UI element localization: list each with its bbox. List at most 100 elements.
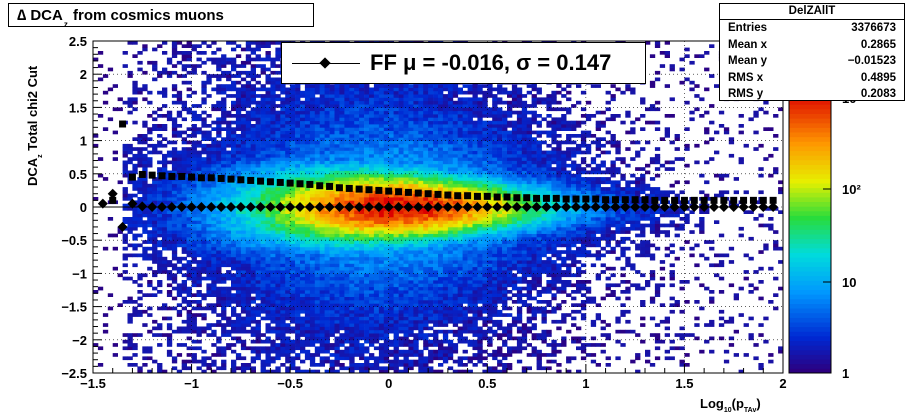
heatmap-cell xyxy=(373,290,380,294)
heatmap-cell xyxy=(191,276,197,281)
heatmap-cell xyxy=(285,197,291,201)
heatmap-cell xyxy=(226,260,232,264)
heatmap-cell xyxy=(334,100,340,105)
heatmap-cell xyxy=(329,243,335,248)
heatmap-cell xyxy=(235,263,242,268)
heatmap-cell xyxy=(383,200,390,205)
heatmap-cell xyxy=(245,127,252,131)
heatmap-cell xyxy=(285,290,291,294)
heatmap-cell xyxy=(334,290,340,294)
heatmap-cell xyxy=(176,170,183,175)
heatmap-cell xyxy=(142,140,148,145)
heatmap-cell xyxy=(408,253,414,258)
heatmap-cell xyxy=(176,200,183,205)
heatmap-cell xyxy=(226,256,232,261)
heatmap-cell xyxy=(181,130,187,135)
heatmap-cell xyxy=(280,104,286,108)
heatmap-cell xyxy=(231,296,237,301)
heatmap-cell xyxy=(344,283,350,288)
heatmap-cell xyxy=(329,130,335,135)
heatmap-cell xyxy=(176,210,183,214)
heatmap-cell xyxy=(285,356,291,361)
heatmap-cell xyxy=(245,276,252,281)
heatmap-cell xyxy=(295,160,301,165)
heatmap-cell xyxy=(255,187,261,191)
heatmap-cell xyxy=(329,246,335,251)
heatmap-cell xyxy=(162,213,168,218)
heatmap-cell xyxy=(393,270,399,274)
heatmap-cell xyxy=(265,173,271,178)
heatmap-cell xyxy=(186,346,192,351)
heatmap-cell xyxy=(354,180,360,185)
heatmap-cell xyxy=(191,70,197,75)
heatmap-cell xyxy=(275,173,281,178)
heatmap-cell xyxy=(300,256,306,261)
heatmap-cell xyxy=(304,343,311,347)
heatmap-cell xyxy=(260,100,266,105)
heatmap-cell xyxy=(186,110,192,115)
heatmap-cell xyxy=(334,167,340,171)
heatmap-cell xyxy=(373,130,380,135)
heatmap-cell xyxy=(221,329,227,334)
heatmap-cell xyxy=(324,150,330,155)
heatmap-cell xyxy=(329,120,335,125)
heatmap-cell xyxy=(393,130,399,135)
heatmap-cell xyxy=(324,107,330,112)
heatmap-cell xyxy=(369,316,375,321)
heatmap-cell xyxy=(359,263,365,268)
heatmap-cell xyxy=(270,256,276,261)
heatmap-cell xyxy=(314,280,321,284)
heatmap-cell xyxy=(364,117,370,122)
heatmap-cell xyxy=(216,276,222,281)
heatmap-cell xyxy=(255,236,261,241)
heatmap-cell xyxy=(304,90,311,95)
heatmap-cell xyxy=(250,173,256,178)
heatmap-cell xyxy=(93,57,99,62)
heatmap-cell xyxy=(383,353,390,357)
heatmap-cell xyxy=(378,296,385,301)
heatmap-cell xyxy=(373,170,380,175)
heatmap-cell xyxy=(349,293,355,297)
heatmap-cell xyxy=(171,163,178,168)
heatmap-cell xyxy=(250,51,256,55)
heatmap-cell xyxy=(403,253,409,258)
heatmap-cell xyxy=(309,107,316,112)
heatmap-cell xyxy=(319,230,325,234)
heatmap-cell xyxy=(270,134,276,138)
heatmap-cell xyxy=(162,316,168,321)
heatmap-cell xyxy=(176,233,183,238)
heatmap-cell xyxy=(280,124,286,128)
heatmap-cell xyxy=(339,124,345,128)
heatmap-cell xyxy=(378,300,385,304)
heatmap-cell xyxy=(418,263,424,268)
heatmap-cell xyxy=(339,127,345,131)
heatmap-cell xyxy=(93,197,99,201)
heatmap-cell xyxy=(211,243,217,248)
heatmap-cell xyxy=(191,147,197,151)
heatmap-cell xyxy=(265,143,271,148)
heatmap-cell xyxy=(186,107,192,112)
heatmap-cell xyxy=(250,187,256,191)
heatmap-cell xyxy=(186,94,192,98)
heatmap-cell xyxy=(408,200,414,205)
heatmap-cell xyxy=(280,323,286,327)
heatmap-cell xyxy=(196,313,202,317)
heatmap-cell xyxy=(166,170,173,175)
heatmap-cell xyxy=(265,134,271,138)
heatmap-cell xyxy=(349,326,355,331)
heatmap-cell xyxy=(171,147,178,151)
heatmap-cell xyxy=(373,263,380,268)
heatmap-cell xyxy=(364,336,370,341)
heatmap-cell xyxy=(290,273,296,278)
heatmap-cell xyxy=(265,197,271,201)
heatmap-cell xyxy=(295,170,301,175)
heatmap-cell xyxy=(413,120,419,125)
heatmap-cell xyxy=(171,273,178,278)
heatmap-cell xyxy=(280,290,286,294)
heatmap-cell xyxy=(324,180,330,185)
heatmap-cell xyxy=(231,233,237,238)
heatmap-cell xyxy=(295,190,301,195)
heatmap-cell xyxy=(364,296,370,301)
heatmap-cell xyxy=(191,134,197,138)
heatmap-cell xyxy=(117,273,123,278)
